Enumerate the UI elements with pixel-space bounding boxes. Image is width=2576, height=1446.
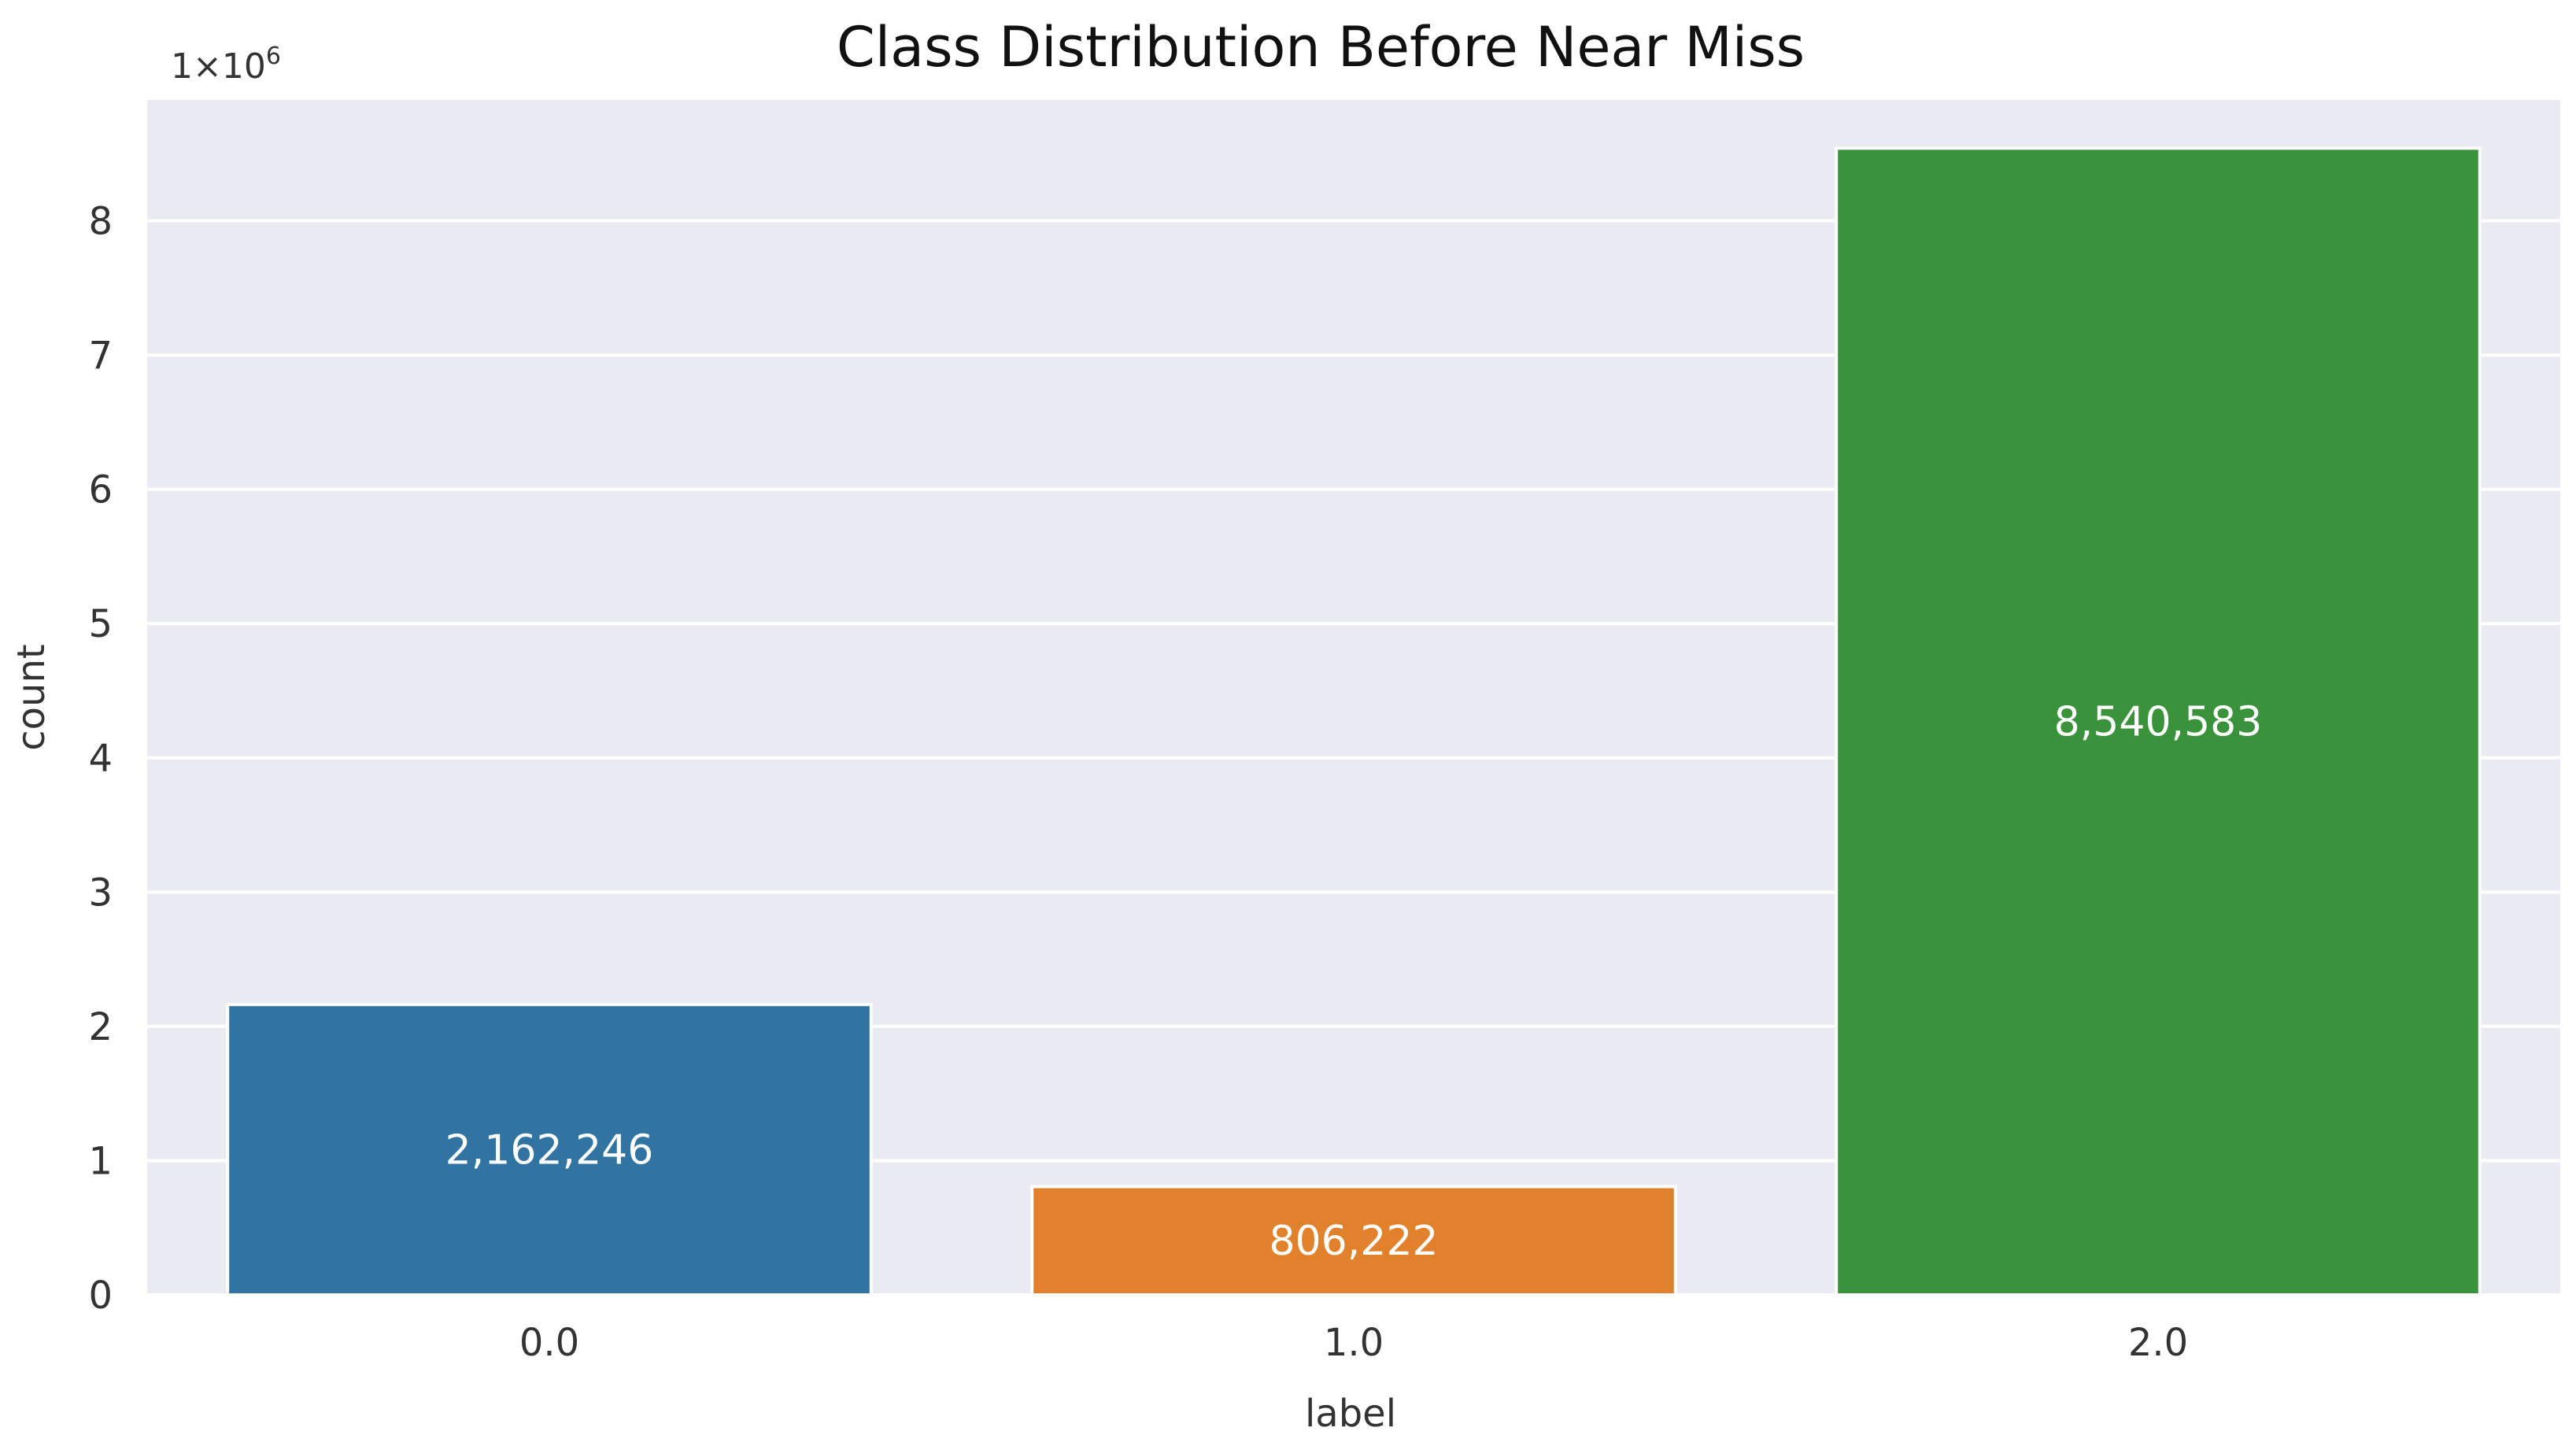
bars [226,146,2482,1297]
y-axis-offset-base: 1×10 [171,46,266,87]
y-axis-offset: 1×106 [171,43,281,87]
bar-labels: 2,162,246 806,222 8,540,583 [445,699,2263,1266]
x-tick-label: 2.0 [2128,1321,2188,1365]
x-axis-label: label [1305,1392,1396,1436]
y-tick-label: 2 [88,1005,113,1049]
y-tick-label: 6 [88,468,113,512]
x-tick-label: 0.0 [519,1321,579,1365]
bar-0.0 [226,1003,873,1297]
y-tick-label: 7 [88,334,113,378]
bar-2.0 [1835,146,2482,1296]
y-tick-label: 8 [88,200,113,244]
y-tick-labels: 0 1 2 3 4 5 6 7 8 [88,200,113,1318]
bar-1.0 [1030,1185,1677,1297]
y-tick-label: 5 [88,602,113,646]
y-tick-label: 4 [88,737,113,781]
y-tick-label: 0 [88,1274,113,1318]
bar-value-label: 806,222 [1269,1218,1438,1265]
chart-title: Class Distribution Before Near Miss [837,15,1805,80]
y-axis-label: count [9,644,54,750]
x-tick-labels: 0.0 1.0 2.0 [519,1321,2188,1365]
y-tick-label: 3 [88,871,113,915]
x-tick-label: 1.0 [1324,1321,1384,1365]
y-axis-offset-exponent: 6 [266,43,281,70]
y-tick-label: 1 [88,1139,113,1183]
bar-value-label: 8,540,583 [2054,699,2263,746]
bar-value-label: 2,162,246 [445,1127,654,1174]
